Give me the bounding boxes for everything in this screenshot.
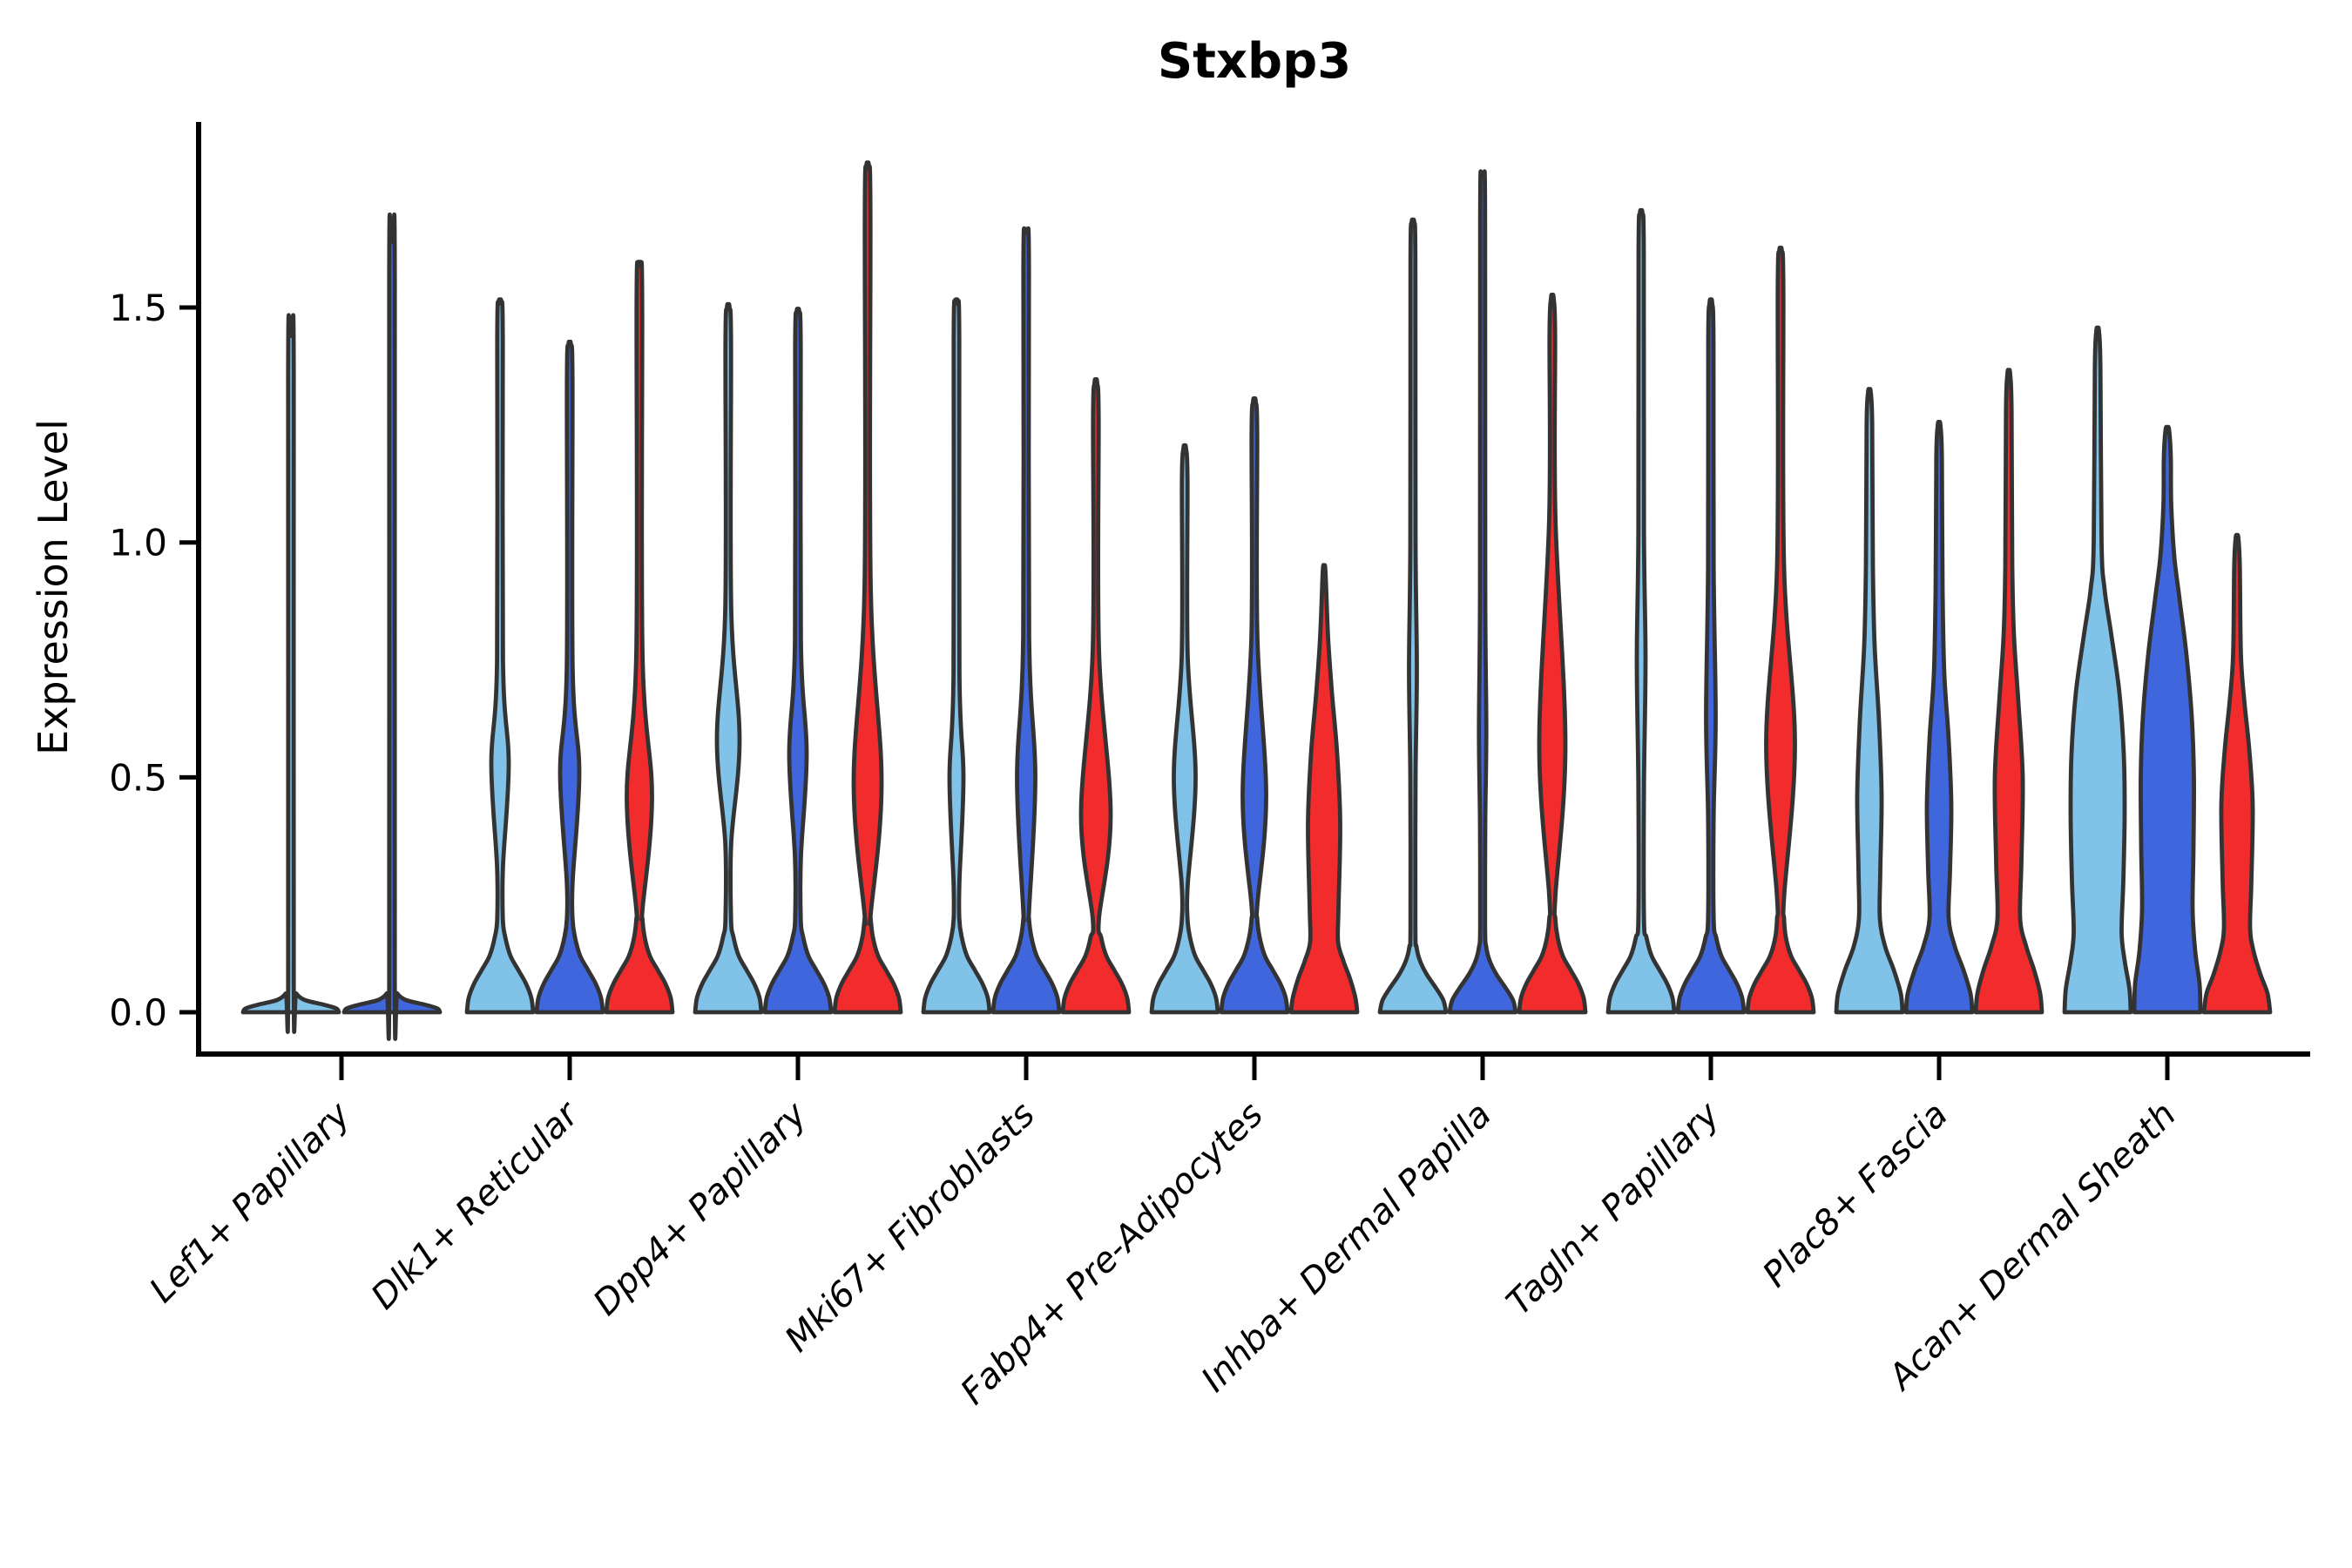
x-tick-label: Lef1+ Papillary [142,1094,359,1311]
violin-blue-dpp4 [762,307,834,1015]
violin-red-fabp4 [1288,563,1360,1015]
violin-blue-tagln [1675,297,1747,1015]
violin-lightblue-plac8 [1834,387,1905,1015]
y-tick-label: 0.0 [109,991,167,1034]
x-tick-label: Dpp4+ Papillary [586,1094,815,1323]
violin-red-dpp4 [832,160,903,1015]
violin-blue-plac8 [1903,419,1975,1015]
x-tick-label: Plac8+ Fascia [1755,1095,1956,1295]
violin-red-acan [2201,532,2273,1015]
violin-red-tagln [1745,245,1816,1015]
violin-lightblue-acan [2062,325,2133,1015]
violin-red-mki67 [1060,376,1132,1015]
violin-blue-inhba [1447,169,1518,1015]
violin-lightblue-mki67 [921,297,992,1015]
violin-lightblue-lef1 [240,313,341,1034]
violin-blue-acan [2132,424,2203,1015]
violin-lightblue-fabp4 [1149,443,1220,1015]
violin-red-dlk1 [604,260,675,1015]
violin-red-inhba [1517,292,1588,1015]
violin-red-plac8 [1973,368,2044,1015]
violin-blue-dlk1 [534,339,605,1015]
violin-lightblue-inhba [1377,217,1449,1015]
violin-blue-mki67 [990,226,1062,1015]
y-tick-label: 1.5 [109,287,167,329]
x-tick-label: Mki67+ Fibroblasts [777,1095,1043,1361]
violin-lightblue-dlk1 [464,297,536,1015]
x-tick-label: Tagln+ Papillary [1499,1094,1728,1323]
violin-lightblue-tagln [1605,207,1677,1015]
violin-blue-lef1 [341,212,443,1041]
chart-title: Stxbp3 [1157,33,1352,90]
violin-lightblue-dpp4 [693,301,764,1015]
x-tick-label: Dlk1+ Reticular [364,1093,588,1317]
y-tick-label: 1.0 [109,522,167,564]
violin-blue-fabp4 [1219,395,1290,1015]
y-tick-label: 0.5 [109,756,167,799]
